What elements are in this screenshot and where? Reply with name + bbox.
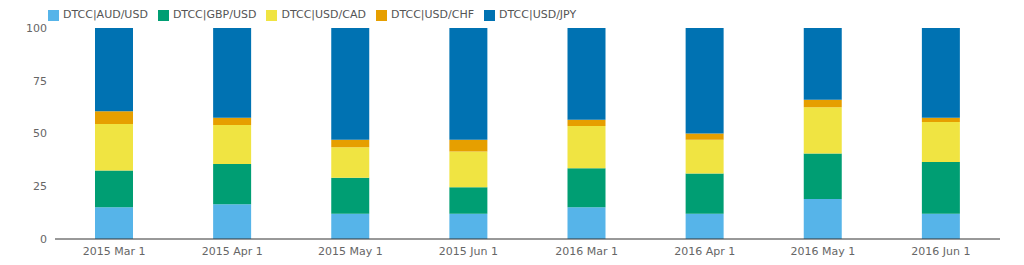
html-text:DTCC|USD/CHF: DTCC|USD/CHF <box>390 8 474 21</box>
svg-text:75: 75 <box>33 75 47 88</box>
html-text:DTCC|USD/JPY: DTCC|USD/JPY <box>499 8 577 21</box>
svg-text:2015 Jun 1: 2015 Jun 1 <box>439 245 498 257</box>
svg-text:2016 Jun 1: 2016 Jun 1 <box>911 245 970 257</box>
svg-text:100: 100 <box>26 22 47 35</box>
html-text:DTCC|AUD/USD: DTCC|AUD/USD <box>63 8 148 21</box>
html-text:DTCC|USD/CAD: DTCC|USD/CAD <box>281 8 366 21</box>
svg-text:25: 25 <box>33 180 47 193</box>
svg-text:2015 Apr 1: 2015 Apr 1 <box>202 245 263 257</box>
svg-text:2015 Mar 1: 2015 Mar 1 <box>83 245 146 257</box>
svg-text:2016 May 1: 2016 May 1 <box>790 245 855 257</box>
svg-text:50: 50 <box>33 127 47 140</box>
svg-text:0: 0 <box>40 233 47 246</box>
svg-text:2015 May 1: 2015 May 1 <box>318 245 383 257</box>
svg-text:2016 Mar 1: 2016 Mar 1 <box>555 245 618 257</box>
svg-text:2016 Apr 1: 2016 Apr 1 <box>674 245 735 257</box>
html-text:DTCC|GBP/USD: DTCC|GBP/USD <box>172 8 257 21</box>
